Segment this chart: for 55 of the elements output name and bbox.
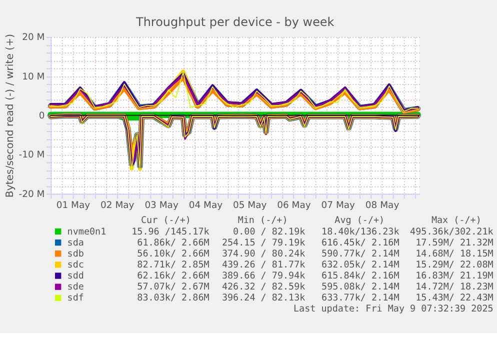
text: 14.72M/ 18.23M (416, 282, 494, 293)
text: 16.83M/ 21.19M (416, 270, 494, 282)
text: Avg (-/+) (334, 215, 385, 226)
chart-title: Throughput per device - by week (135, 14, 334, 29)
x-tick-label: 04 May (188, 200, 224, 211)
text: Max (-/+) (431, 215, 482, 226)
legend-label: sdb (67, 248, 84, 260)
text: 374.90 / 80.24k (222, 248, 306, 260)
text: 83.03k/ 2.86M (137, 292, 210, 304)
text: 590.77k/ 2.14M (322, 248, 400, 260)
legend-label: sdd (67, 270, 84, 282)
x-tick-label: 05 May (232, 200, 268, 211)
text: 254.15 / 79.19k (222, 237, 306, 248)
x-tick-label: 08 May (365, 200, 400, 211)
x-tick-label: 02 May (100, 200, 135, 211)
text: 82.71k/ 2.85M (137, 259, 210, 270)
text: 616.45k/ 2.16M (322, 237, 400, 248)
text: 633.77k/ 2.14M (322, 292, 400, 304)
text: 396.24 / 82.13k (222, 292, 306, 304)
text: 0.00 / 82.19k (233, 226, 306, 238)
x-tick-label: 07 May (321, 200, 356, 211)
text: 61.86k/ 2.66M (137, 237, 210, 248)
legend-label: sdc (67, 259, 84, 270)
legend-label: sde (67, 282, 84, 293)
text: Cur (-/+) (140, 215, 191, 226)
legend-label: sdf (67, 292, 84, 304)
text: 389.66 / 79.94k (222, 270, 306, 282)
legend-label: nvme0n1 (67, 226, 106, 238)
text: 495.36k/302.21k (410, 226, 494, 238)
text: Min (-/+) (238, 215, 288, 226)
y-tick-label: 10 M (22, 71, 45, 82)
text: 62.16k/ 2.66M (137, 270, 210, 282)
text: 632.05k/ 2.14M (322, 259, 400, 270)
legend-label: sda (67, 237, 84, 248)
text: 18.40k/136.23k (322, 226, 400, 238)
text: 14.68M/ 18.15M (416, 248, 494, 260)
text: 15.43M/ 22.43M (416, 292, 494, 304)
x-tick-label: 03 May (144, 200, 179, 211)
text: 439.26 / 81.77k (222, 259, 306, 270)
text: 15.29M/ 22.08M (416, 259, 494, 270)
y-axis-title: Bytes/second read (-) / write (+) (5, 34, 16, 198)
y-tick-label: -10 M (18, 150, 45, 161)
text: Last update: Fri May 9 07:32:39 2025 (294, 304, 494, 315)
text: 57.07k/ 2.67M (137, 282, 210, 293)
text: 56.10k/ 2.66M (137, 248, 210, 260)
text: 426.32 / 82.59k (222, 282, 306, 293)
x-tick-label: 01 May (56, 200, 91, 211)
y-tick-label: 20 M (22, 32, 45, 44)
x-tick-label: 06 May (277, 200, 312, 211)
text: 15.96 /145.17k (132, 226, 210, 238)
y-tick-label: 0 (38, 110, 45, 122)
text: 17.59M/ 21.32M (416, 237, 494, 248)
text: 595.08k/ 2.14M (322, 282, 400, 293)
text: 615.84k/ 2.16M (322, 270, 400, 282)
y-tick-label: -20 M (18, 188, 45, 200)
